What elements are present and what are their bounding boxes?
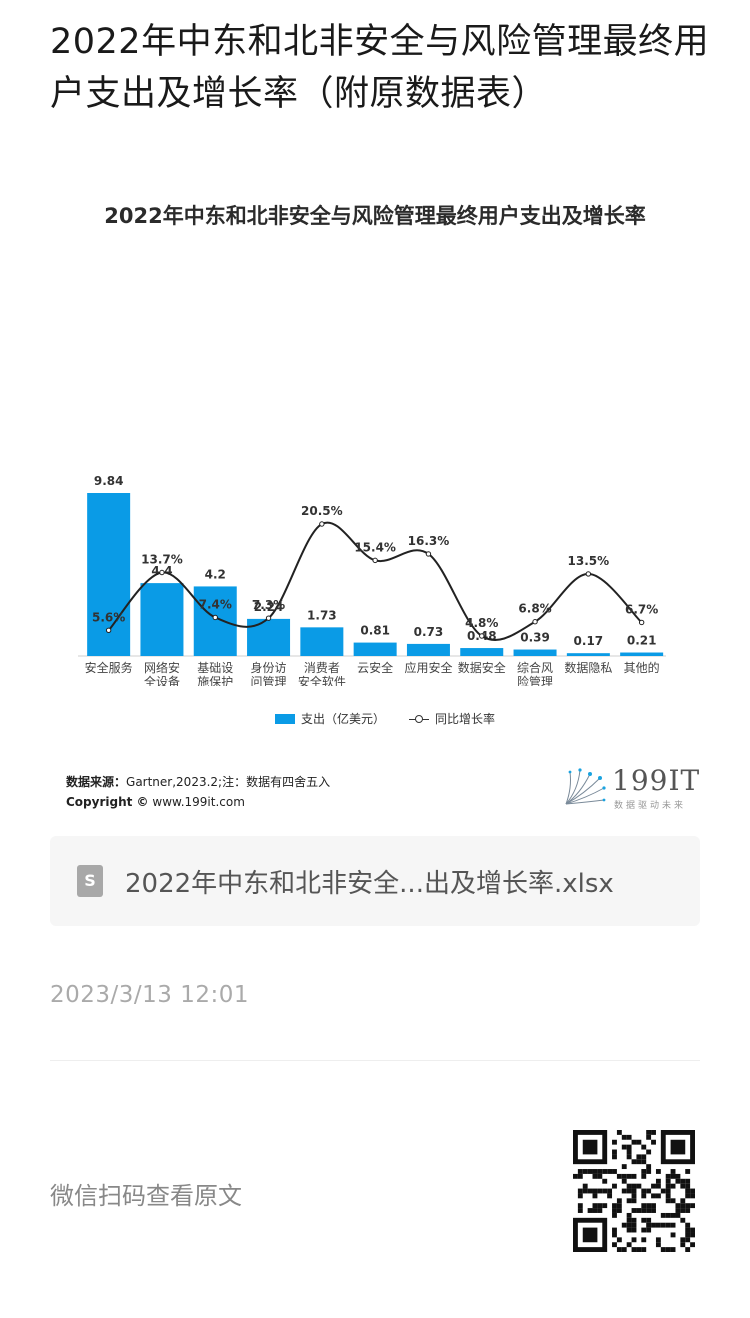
growth-point xyxy=(479,633,485,639)
publish-timestamp: 2023/3/13 12:01 xyxy=(50,982,250,1008)
bar-value-label: 0.39 xyxy=(520,631,550,645)
legend-bar-swatch xyxy=(275,713,295,724)
growth-value-label: 13.7% xyxy=(141,553,183,567)
source-label: 数据来源： xyxy=(66,775,127,789)
copyright-text: www.199it.com xyxy=(152,795,245,809)
x-tick-label: 全设备 xyxy=(144,674,180,686)
x-tick-label: 数据安全 xyxy=(458,660,506,675)
bar xyxy=(513,649,557,656)
growth-value-label: 6.8% xyxy=(518,602,551,616)
x-tick-label: 其他的 xyxy=(624,660,660,675)
bar-value-label: 0.17 xyxy=(574,634,604,648)
growth-point xyxy=(425,551,432,557)
bar xyxy=(247,618,291,656)
growth-point xyxy=(105,627,112,633)
x-tick-label: 施保护 xyxy=(197,675,233,686)
x-tick-label: 安全软件 xyxy=(298,674,346,686)
growth-value-label: 6.7% xyxy=(625,602,658,616)
growth-value-label: 7.4% xyxy=(199,597,232,611)
copyright-label: Copyright © xyxy=(66,795,149,809)
x-tick-label: 数据隐私 xyxy=(564,660,612,675)
bar-value-label: 1.73 xyxy=(307,608,337,622)
chart-legend: 支出（亿美元） 同比增长率 xyxy=(275,710,495,727)
bar xyxy=(193,586,237,656)
bar xyxy=(140,583,184,656)
brand-dandelion-icon xyxy=(565,768,606,805)
brand-name: 199IT xyxy=(612,764,701,797)
bar xyxy=(620,652,664,656)
x-tick-label: 综合风 xyxy=(517,660,553,675)
growth-value-label: 4.8% xyxy=(465,616,498,630)
x-tick-label: 消费者 xyxy=(304,661,340,675)
chart-source: 数据来源：Gartner,2023.2;注：数据有四舍五入 Copyright … xyxy=(66,772,330,812)
bar-value-label: 9.84 xyxy=(94,474,124,488)
growth-point xyxy=(638,619,645,626)
bar xyxy=(300,627,344,656)
chart-title: 2022年中东和北非安全与风险管理最终用户支出及增长率 xyxy=(104,204,646,228)
attachment-card[interactable]: S 2022年中东和北非安全...出及增长率.xlsx xyxy=(50,836,700,926)
x-tick-label: 网络安 xyxy=(144,660,180,675)
divider xyxy=(50,1060,700,1061)
bar-value-label: 0.81 xyxy=(360,624,390,638)
chart-plot: 9.84安全服务4.4网络安全设备4.2基础设施保护2.24身份访问管理1.73… xyxy=(78,474,666,686)
x-tick-label: 问管理 xyxy=(251,674,287,686)
legend-bar-label: 支出（亿美元） xyxy=(301,712,386,726)
growth-point xyxy=(585,571,592,577)
growth-value-label: 20.5% xyxy=(301,504,343,518)
bar-value-label: 0.21 xyxy=(627,634,657,648)
growth-value-label: 16.3% xyxy=(408,534,450,548)
x-tick-label: 应用安全 xyxy=(404,660,452,675)
growth-value-label: 7.3% xyxy=(252,598,285,612)
brand-tagline: 数据驱动未来 xyxy=(614,801,687,811)
legend-line-label: 同比增长率 xyxy=(435,712,496,726)
bar xyxy=(460,648,504,656)
growth-point xyxy=(532,619,538,625)
x-tick-label: 安全服务 xyxy=(85,660,133,675)
bar-value-label: 4.2 xyxy=(205,567,226,581)
chart-image: 2022年中东和北非安全与风险管理最终用户支出及增长率 9.84安全服务4.4网… xyxy=(50,186,700,826)
qr-code-icon[interactable] xyxy=(573,1130,695,1252)
source-text: Gartner,2023.2;注：数据有四舍五入 xyxy=(126,775,331,789)
growth-point xyxy=(319,521,325,527)
growth-point xyxy=(372,557,378,564)
bar xyxy=(566,653,610,656)
growth-point xyxy=(265,615,272,621)
x-tick-label: 险管理 xyxy=(517,674,553,686)
qr-caption: 微信扫码查看原文 xyxy=(50,1182,242,1210)
x-tick-label: 身份访 xyxy=(251,660,287,675)
growth-point xyxy=(159,569,165,576)
growth-point xyxy=(212,614,218,621)
article-title: 2022年中东和北非安全与风险管理最终用户支出及增长率（附原数据表） xyxy=(50,22,710,114)
bar xyxy=(353,642,397,656)
growth-value-label: 15.4% xyxy=(354,540,396,554)
attachment-file-name: 2022年中东和北非安全...出及增长率.xlsx xyxy=(125,868,614,899)
bar-value-label: 0.73 xyxy=(414,625,444,639)
growth-value-label: 5.6% xyxy=(92,610,125,624)
x-tick-label: 云安全 xyxy=(357,660,393,675)
bar xyxy=(406,643,450,656)
brand-logo: 199IT 数据驱动未来 xyxy=(560,764,700,812)
spreadsheet-file-icon: S xyxy=(77,865,103,897)
legend-line-marker xyxy=(409,715,430,723)
growth-value-label: 13.5% xyxy=(568,554,610,568)
x-tick-label: 基础设 xyxy=(197,661,233,675)
